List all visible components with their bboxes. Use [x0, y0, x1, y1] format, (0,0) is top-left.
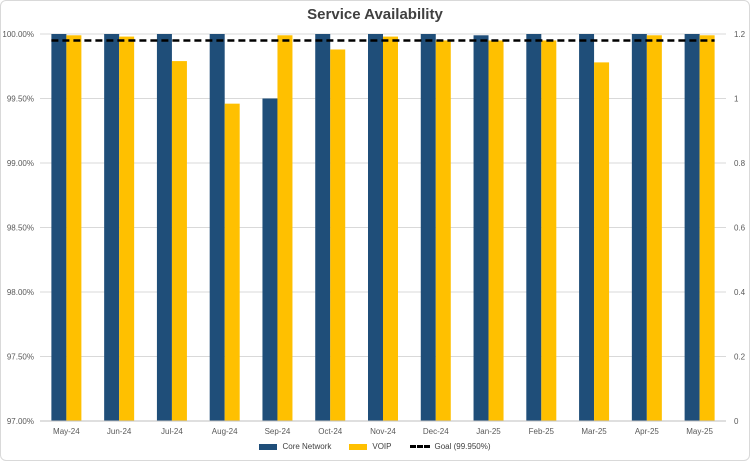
y-axis-right: 0 0.2 0.4 0.6 0.8 1 1.2 [734, 30, 746, 426]
x-tick-label: May-25 [686, 427, 713, 436]
bar-voip [435, 40, 451, 421]
y-tick-label: 98.50% [7, 224, 34, 233]
x-axis: May-24 Jun-24 Jul-24 Aug-24 Sep-24 Oct-24 Nov-… [40, 420, 726, 436]
bar-core-network [315, 34, 331, 421]
y2-tick-label: 0.4 [734, 288, 746, 297]
y2-tick-label: 0.2 [734, 353, 746, 362]
bar-core-network [526, 34, 542, 421]
x-tick-label: Aug-24 [212, 427, 238, 436]
bar-core-network [262, 98, 278, 421]
x-tick-label: Sep-24 [265, 427, 291, 436]
legend-label-core-network: Core Network [282, 442, 332, 451]
y-tick-label: 97.50% [7, 353, 34, 362]
bar-core-network [684, 34, 700, 421]
bar-voip [277, 35, 293, 421]
y-tick-label: 99.00% [7, 159, 34, 168]
bar-core-network [420, 34, 436, 421]
x-tick-label: Jan-25 [476, 427, 501, 436]
bar-core-network [156, 34, 172, 421]
bar-voip [66, 35, 82, 421]
y2-tick-label: 1 [734, 95, 739, 104]
bar-voip [699, 35, 715, 421]
bar-voip [330, 49, 346, 421]
y-axis-left: 97.00% 97.50% 98.00% 98.50% 99.00% 99.50% 100.… [2, 30, 34, 426]
y2-tick-label: 1.2 [734, 30, 746, 39]
legend-item-goal[interactable]: Goal (99.950%) [409, 442, 491, 451]
bar-core-network [104, 34, 120, 421]
y2-tick-label: 0.6 [734, 224, 746, 233]
x-tick-label: Jun-24 [107, 427, 132, 436]
legend: Core Network VOIP Goal (99.950%) [0, 442, 750, 451]
y-tick-label: 97.00% [7, 417, 34, 426]
bar-voip [171, 61, 187, 422]
legend-swatch-voip [349, 443, 368, 450]
bar-voip [488, 40, 504, 421]
x-tick-label: Dec-24 [423, 427, 449, 436]
bar-voip [646, 35, 662, 421]
legend-swatch-goal [409, 445, 430, 448]
bar-voip [224, 103, 240, 421]
legend-swatch-core-network [259, 443, 278, 450]
bar-core-network [51, 34, 67, 421]
x-tick-label: Oct-24 [318, 427, 343, 436]
bar-voip [383, 36, 398, 422]
y-tick-label: 100.00% [2, 30, 34, 39]
legend-item-core-network[interactable]: Core Network [259, 442, 331, 451]
y2-tick-label: 0.8 [734, 159, 746, 168]
legend-label-voip: VOIP [372, 442, 392, 451]
bar-core-network [209, 34, 225, 421]
bar-voip [541, 40, 557, 421]
legend-label-goal: Goal (99.950%) [434, 442, 491, 451]
chart-title: Service Availability [307, 6, 443, 23]
y-tick-label: 98.00% [7, 288, 34, 297]
x-tick-label: Nov-24 [370, 427, 396, 436]
bar-core-network [473, 35, 489, 421]
x-tick-label: Jul-24 [161, 427, 183, 436]
bar-core-network [631, 34, 647, 421]
bar-voip [594, 62, 610, 421]
y2-tick-label: 0 [734, 417, 739, 426]
bar-voip [119, 36, 135, 422]
bar-core-network [579, 34, 595, 421]
bars [51, 34, 715, 422]
x-tick-label: Mar-25 [581, 427, 607, 436]
x-tick-label: May-24 [53, 427, 80, 436]
x-tick-label: Feb-25 [529, 427, 555, 436]
legend-item-voip[interactable]: VOIP [349, 442, 392, 451]
x-tick-label: Apr-25 [635, 427, 660, 436]
bar-core-network [368, 34, 383, 421]
y-tick-label: 99.50% [7, 95, 34, 104]
